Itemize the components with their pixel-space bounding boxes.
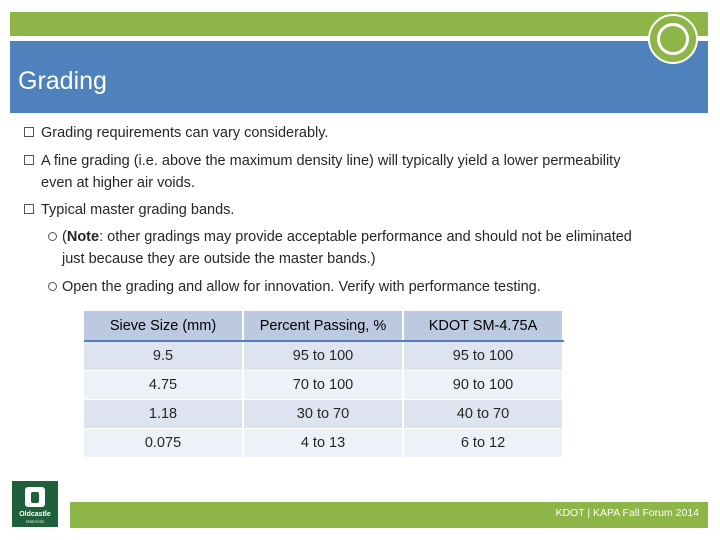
footer-text: KDOT | KAPA Fall Forum 2014 <box>555 507 699 519</box>
bullet-item: A fine grading (i.e. above the maximum d… <box>24 150 634 194</box>
slide-title: Grading <box>18 67 107 95</box>
oldcastle-logo: Oldcastle Materials <box>12 481 58 527</box>
logo-mark-icon <box>25 487 45 507</box>
table-cell: 95 to 100 <box>403 341 564 371</box>
top-accent-bar <box>10 12 708 36</box>
sub-bullet-item: (Note: other gradings may provide accept… <box>48 226 648 270</box>
table-cell: 70 to 100 <box>243 370 404 400</box>
grading-table: Sieve Size (mm) Percent Passing, % KDOT … <box>84 311 564 458</box>
table-cell: 4.75 <box>84 370 244 400</box>
checkbox-bullet-icon <box>24 204 34 214</box>
table-cell: 30 to 70 <box>243 399 404 429</box>
table-cell: 6 to 12 <box>403 428 564 458</box>
table-cell: 90 to 100 <box>403 370 564 400</box>
sub-bullet-item: Open the grading and allow for innovatio… <box>48 276 668 298</box>
title-band: Grading <box>10 41 708 113</box>
table-cell: 4 to 13 <box>243 428 404 458</box>
table-header: Percent Passing, % <box>243 311 404 342</box>
checkbox-bullet-icon <box>24 127 34 137</box>
table-header-row: Sieve Size (mm) Percent Passing, % KDOT … <box>84 311 564 342</box>
bullet-item: Typical master grading bands. <box>24 199 664 221</box>
table-cell: 0.075 <box>84 428 244 458</box>
table-cell: 1.18 <box>84 399 244 429</box>
footer-bar: KDOT | KAPA Fall Forum 2014 <box>70 502 708 528</box>
table-row: 0.075 4 to 13 6 to 12 <box>84 428 564 458</box>
circle-bullet-icon <box>48 232 57 241</box>
bullet-item: Grading requirements can vary considerab… <box>24 122 664 144</box>
circle-bullet-icon <box>48 282 57 291</box>
checkbox-bullet-icon <box>24 155 34 165</box>
table-row: 9.5 95 to 100 95 to 100 <box>84 341 564 371</box>
ring-icon <box>648 14 698 64</box>
table-cell: 40 to 70 <box>403 399 564 429</box>
table-header: Sieve Size (mm) <box>84 311 244 342</box>
table-cell: 95 to 100 <box>243 341 404 371</box>
table-header: KDOT SM-4.75A <box>403 311 564 342</box>
table-row: 1.18 30 to 70 40 to 70 <box>84 399 564 429</box>
table-row: 4.75 70 to 100 90 to 100 <box>84 370 564 400</box>
table-cell: 9.5 <box>84 341 244 371</box>
